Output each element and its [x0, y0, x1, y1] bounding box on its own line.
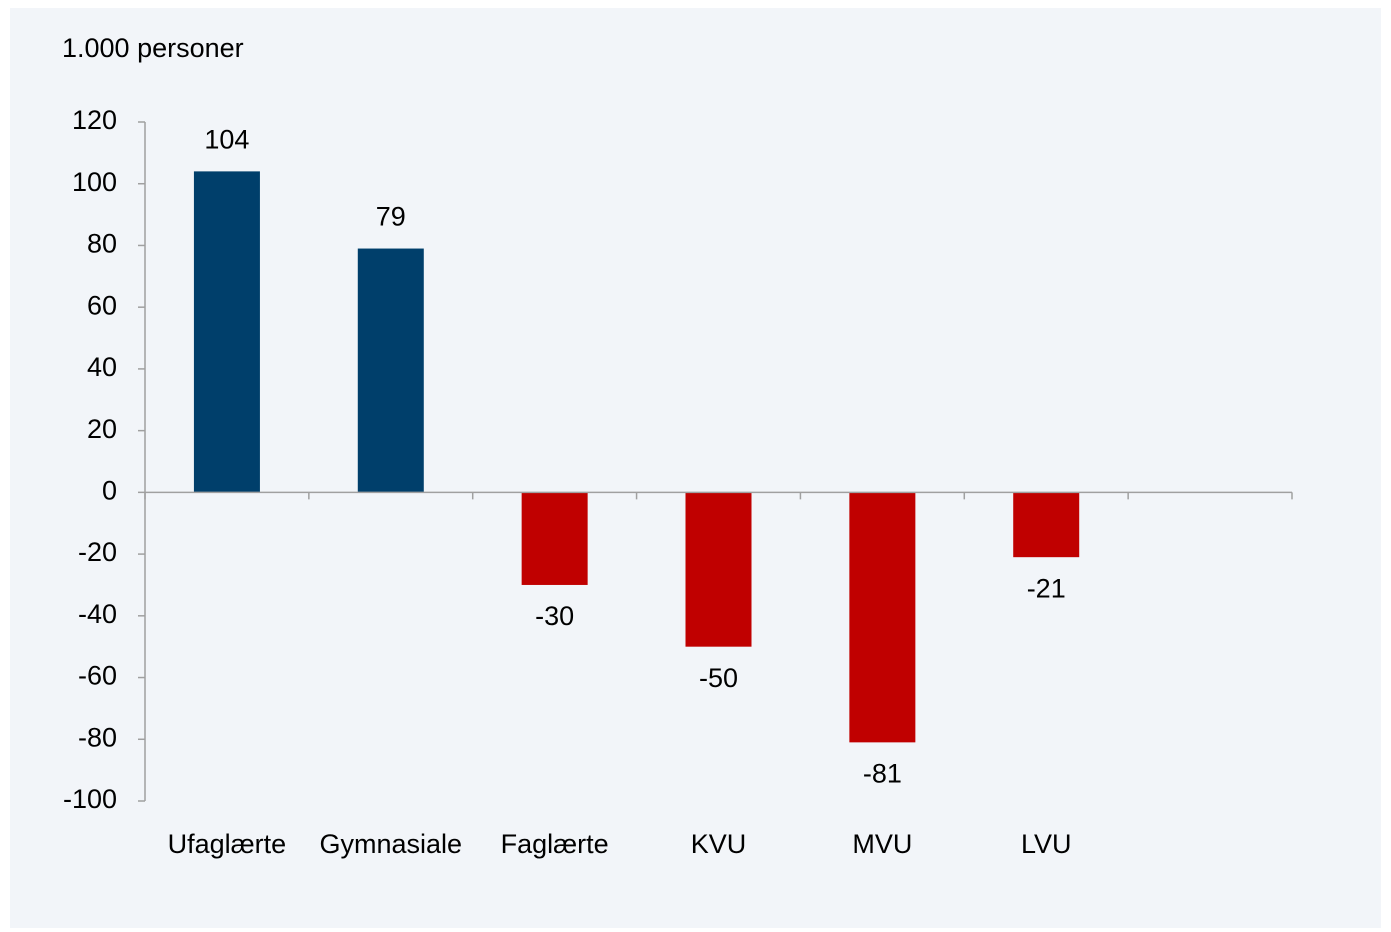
- data-label: -21: [1027, 573, 1066, 603]
- y-tick-label: 20: [87, 414, 117, 444]
- y-tick-label: -60: [78, 661, 117, 691]
- y-tick-label: 40: [87, 352, 117, 382]
- y-tick-label: -80: [78, 722, 117, 752]
- x-tick-label: Faglærte: [501, 829, 609, 859]
- data-label: -30: [535, 601, 574, 631]
- bar: [193, 171, 260, 493]
- bar: [849, 492, 916, 743]
- y-tick-label: -100: [63, 784, 117, 814]
- data-label: -81: [863, 758, 902, 788]
- bar: [357, 248, 424, 493]
- x-tick-label: Gymnasiale: [320, 829, 463, 859]
- data-label: 104: [204, 125, 249, 155]
- y-tick-label: -40: [78, 599, 117, 629]
- data-label: 79: [376, 202, 406, 232]
- x-tick-label: Ufaglærte: [168, 829, 287, 859]
- y-tick-label: 120: [72, 105, 117, 135]
- x-tick-label: LVU: [1021, 829, 1072, 859]
- y-tick-label: 80: [87, 229, 117, 259]
- y-tick-label: 0: [102, 475, 117, 505]
- bar: [1013, 492, 1080, 558]
- y-tick-label: 60: [87, 290, 117, 320]
- data-label: -50: [699, 663, 738, 693]
- y-axis-label: 1.000 personer: [62, 33, 244, 63]
- bar: [521, 492, 588, 585]
- x-tick-label: KVU: [691, 829, 747, 859]
- y-tick-label: 100: [72, 167, 117, 197]
- x-tick-label: MVU: [852, 829, 912, 859]
- bar: [685, 492, 752, 647]
- y-tick-label: -20: [78, 537, 117, 567]
